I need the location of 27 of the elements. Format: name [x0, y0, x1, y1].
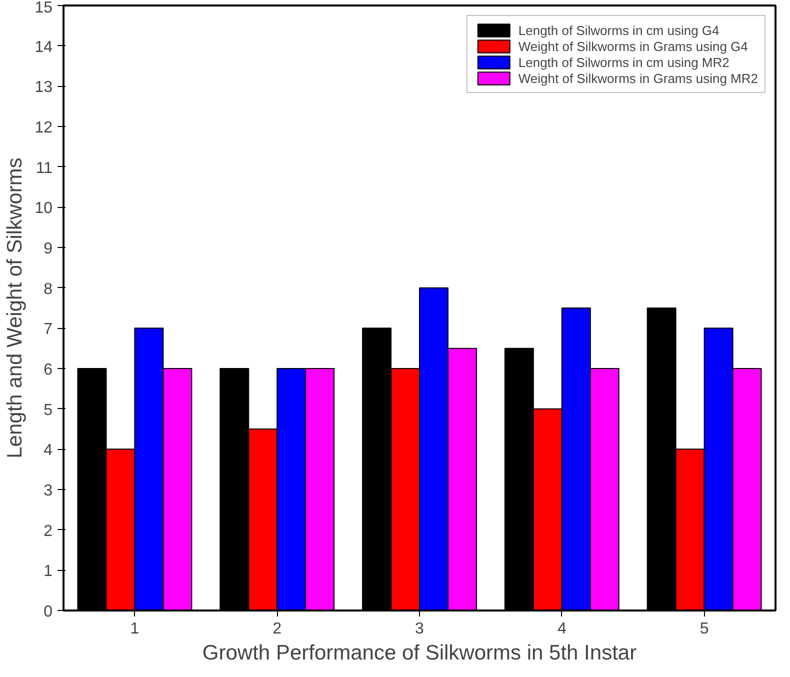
legend-label: Weight of Silkworms in Grams using MR2 [518, 70, 758, 86]
y-tick-label: 15 [34, 0, 53, 16]
legend-label: Length of Silworms in cm using G4 [518, 22, 720, 38]
y-tick-label: 11 [36, 160, 53, 177]
y-tick-label: 0 [44, 604, 53, 620]
x-tick-label: 5 [700, 620, 709, 638]
y-tick-label: 2 [44, 522, 53, 540]
y-tick-label: 1 [44, 563, 53, 580]
y-tick-label: 6 [44, 362, 53, 378]
legend-label: Length of Silworms in cm using MR2 [518, 54, 730, 70]
x-axis-title: Growth Performance of Silkworms in 5th Instar [202, 642, 637, 664]
y-tick-label: 8 [44, 280, 53, 298]
y-tick-label: 9 [44, 240, 53, 258]
y-tick-label: 10 [34, 200, 53, 218]
y-tick-label: 13 [34, 79, 53, 96]
x-tick-label: 3 [415, 620, 424, 638]
y-tick-label: 7 [44, 321, 53, 338]
y-tick-label: 3 [44, 482, 53, 500]
x-tick-label: 1 [130, 620, 140, 638]
y-tick-label: 12 [34, 120, 53, 136]
x-tick-label: 4 [557, 620, 566, 638]
legend-label: Weight of Silkworms in Grams using G4 [518, 38, 748, 54]
y-tick-label: 4 [44, 442, 53, 460]
x-tick-label: 2 [272, 620, 282, 638]
y-tick-label: 5 [44, 402, 53, 419]
y-axis-title: Length and Weight of Silkworms [4, 158, 27, 458]
y-tick-label: 14 [34, 38, 53, 56]
